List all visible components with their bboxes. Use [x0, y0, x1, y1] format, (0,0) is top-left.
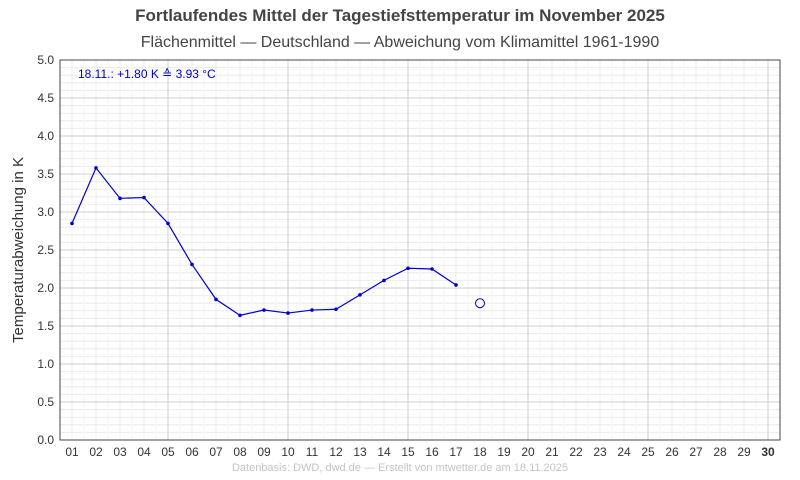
x-tick-label: 26	[665, 445, 679, 459]
data-point	[358, 293, 362, 297]
x-tick-label: 07	[209, 445, 223, 459]
x-tick-label: 10	[281, 445, 295, 459]
x-tick-label: 16	[425, 445, 439, 459]
x-tick-label: 28	[713, 445, 727, 459]
x-tick-label: 05	[161, 445, 175, 459]
current-value-annotation: 18.11.: +1.80 K ≙ 3.93 °C	[78, 67, 216, 81]
y-axis-label: Temperaturabweichung in K	[10, 157, 27, 343]
plot-frame	[59, 59, 781, 441]
x-tick-label: 13	[353, 445, 367, 459]
chart-subtitle: Flächenmittel — Deutschland — Abweichung…	[140, 34, 660, 51]
x-tick-label: 29	[737, 445, 751, 459]
x-tick-label: 14	[377, 445, 391, 459]
y-tick-label: 1.5	[37, 319, 54, 333]
x-tick-label: 06	[185, 445, 199, 459]
data-point	[142, 195, 146, 200]
highlight-point	[475, 298, 485, 309]
data-point	[382, 278, 386, 283]
data-point	[166, 221, 170, 226]
x-tick-label: 09	[257, 445, 271, 459]
y-tick-label: 3.5	[37, 167, 54, 181]
x-tick-label: 01	[65, 445, 79, 459]
y-tick-label: 2.0	[37, 281, 54, 295]
y-tick-label: 0.0	[37, 433, 54, 447]
x-tick-label: 23	[593, 445, 607, 459]
x-tick-label: 11	[306, 445, 319, 459]
x-tick-label: 30	[761, 445, 775, 459]
x-tick-label: 25	[641, 445, 655, 459]
y-tick-label: 4.5	[37, 91, 54, 105]
y-tick-label: 3.0	[37, 205, 54, 219]
x-tick-label: 15	[401, 445, 415, 459]
y-tick-label: 5.0	[37, 53, 54, 67]
y-tick-label: 4.0	[37, 129, 54, 143]
y-axis-ticks: 0.0 0.5 1.0 1.5 2.0 2.5 3.0 3.5 4.0 4.5 5.0	[37, 53, 54, 447]
major-grid	[60, 59, 780, 441]
data-point	[334, 307, 338, 312]
y-tick-label: 1.0	[37, 357, 54, 371]
data-point	[310, 308, 314, 312]
x-tick-label: 17	[449, 445, 463, 459]
x-tick-label: 12	[329, 445, 343, 459]
data-point	[190, 262, 194, 267]
data-point	[454, 283, 458, 287]
data-point	[214, 297, 218, 302]
x-tick-label: 27	[689, 445, 703, 459]
y-tick-label: 2.5	[37, 243, 54, 257]
data-point	[430, 267, 434, 271]
x-tick-label: 08	[233, 445, 247, 459]
x-tick-label: 20	[521, 445, 535, 459]
x-tick-label: 24	[617, 445, 631, 459]
data-source-footer: Datenbasis: DWD, dwd.de — Erstellt von m…	[231, 462, 569, 474]
data-point	[70, 221, 74, 226]
data-point	[286, 311, 290, 315]
x-tick-label: 02	[89, 445, 103, 459]
data-point	[118, 196, 122, 201]
data-point	[94, 166, 98, 170]
chart-title: Fortlaufendes Mittel der Tagestiefsttemp…	[135, 6, 665, 25]
x-tick-label: 03	[113, 445, 127, 459]
y-tick-label: 0.5	[37, 395, 54, 409]
data-point	[406, 266, 410, 271]
x-tick-label: 22	[569, 445, 583, 459]
minor-grid	[60, 60, 780, 440]
x-tick-label: 18	[473, 445, 487, 459]
data-point	[238, 313, 242, 318]
x-tick-label: 04	[137, 445, 151, 459]
x-tick-label: 21	[545, 445, 559, 459]
data-point	[262, 308, 266, 312]
x-axis-ticks: 01 02 03 04 05 06 07 08 09 10 11 12 13 14 15 16 17 18 19 20…	[65, 445, 775, 459]
x-tick-label: 19	[497, 445, 511, 459]
series-layer	[70, 166, 485, 318]
